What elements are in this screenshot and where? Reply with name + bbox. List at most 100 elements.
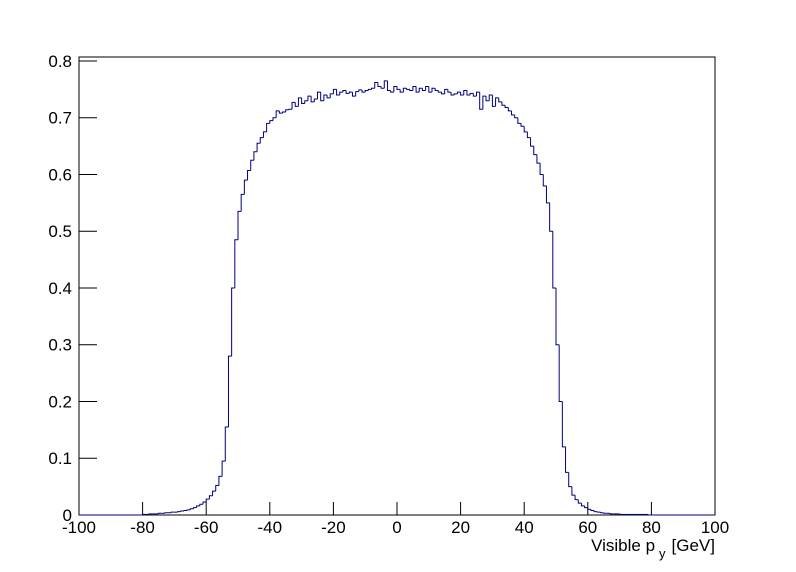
x-tick-label: 80 — [642, 518, 661, 537]
x-tick-label: -60 — [194, 518, 219, 537]
histogram-bin — [434, 88, 439, 91]
histogram-bin — [574, 495, 579, 501]
histogram-bin — [539, 163, 544, 175]
histogram-bin — [304, 100, 308, 104]
histogram-bin — [533, 146, 537, 156]
histogram-bin — [469, 92, 474, 96]
histogram-bin — [561, 401, 566, 448]
histogram-bin — [425, 86, 429, 91]
histogram-bin — [307, 95, 312, 101]
histogram-bin — [339, 91, 343, 96]
histogram-bin — [326, 95, 331, 99]
histogram-bin — [183, 509, 188, 512]
histogram-bin — [536, 154, 541, 164]
histogram-bin — [301, 97, 305, 105]
y-tick-label: 0.4 — [48, 279, 72, 298]
histogram-bin — [313, 98, 318, 102]
histogram-bin — [399, 89, 404, 93]
histogram-bin — [345, 90, 350, 94]
histogram-bin — [421, 88, 426, 91]
histogram-bin — [275, 110, 280, 118]
histogram-bin — [393, 86, 397, 93]
histogram-bin — [565, 446, 569, 473]
histogram-bin — [234, 239, 238, 288]
histogram-bin — [482, 95, 487, 110]
histogram-bin — [205, 498, 210, 502]
histogram-bin — [460, 92, 464, 96]
histogram-bin — [472, 93, 477, 97]
x-axis-label: Visible p y [GeV] — [591, 536, 715, 561]
histogram-bin — [488, 94, 493, 101]
histogram-bin — [358, 89, 363, 92]
histogram-bin — [310, 96, 315, 103]
histogram-bin — [603, 512, 607, 514]
histogram-bin — [259, 137, 264, 144]
x-tick-label: -100 — [62, 518, 96, 537]
x-tick-label: -80 — [130, 518, 155, 537]
histogram-bin — [367, 88, 372, 91]
histogram-bin — [266, 122, 270, 132]
histogram-bin — [593, 510, 598, 513]
histogram-bin — [504, 105, 509, 109]
histogram-bin — [463, 89, 467, 96]
histogram-bin — [580, 503, 585, 507]
histogram-bin — [530, 137, 534, 147]
histogram-bin — [202, 501, 207, 505]
histogram-bin — [437, 90, 442, 93]
histogram-bin — [409, 89, 413, 91]
y-tick-label: 0 — [63, 506, 72, 525]
histogram-bin — [402, 87, 407, 93]
histogram-bin — [269, 120, 273, 124]
x-label-subscript: y — [659, 546, 666, 561]
histogram-bin — [479, 92, 483, 110]
histogram-bin — [453, 93, 458, 96]
histogram-bin — [212, 490, 216, 496]
histogram-bin — [221, 460, 226, 477]
histogram-bin — [170, 511, 175, 513]
histogram-bin — [390, 90, 394, 93]
x-label-main: Visible p — [591, 536, 655, 555]
histogram-bin — [568, 472, 572, 488]
histogram-bin — [571, 486, 576, 496]
histogram-bin — [332, 88, 337, 94]
histogram-bin — [278, 110, 283, 114]
histogram-bin — [647, 514, 652, 516]
histogram-bin — [552, 231, 556, 289]
histogram-bin — [196, 505, 200, 508]
histogram-bin — [272, 117, 277, 121]
histogram-bin — [186, 509, 191, 511]
histogram-bin — [542, 174, 547, 187]
histogram-bin — [596, 511, 601, 513]
histogram-bin — [189, 508, 194, 510]
histogram-bin — [180, 510, 184, 512]
histogram-bin — [377, 82, 382, 88]
histogram-bin — [342, 89, 347, 93]
histogram-bin — [456, 91, 461, 94]
histogram-bin — [587, 507, 591, 510]
histogram-bin — [428, 86, 432, 93]
histogram-bin — [590, 509, 595, 511]
histogram-bin — [507, 107, 512, 112]
histogram-bin — [164, 512, 169, 514]
histogram-bin — [250, 159, 254, 171]
histogram-bin — [237, 210, 242, 240]
histogram-bin — [348, 91, 353, 94]
histogram-bin — [520, 123, 525, 127]
histogram-bin — [386, 80, 391, 91]
histogram-bin — [549, 202, 553, 232]
histogram-bin — [285, 109, 289, 113]
histogram-bin — [227, 355, 232, 428]
histogram-bin — [415, 86, 420, 93]
histogram-bin — [374, 82, 378, 89]
x-tick-label: 20 — [451, 518, 470, 537]
histogram-bin — [240, 193, 245, 212]
histogram-bin — [418, 87, 423, 93]
x-tick-label: 60 — [578, 518, 597, 537]
histogram-bin — [501, 101, 506, 106]
x-tick-label: -20 — [321, 518, 346, 537]
histogram-bin — [441, 92, 445, 95]
histogram-bin — [231, 287, 235, 357]
histogram-bin — [224, 426, 229, 462]
